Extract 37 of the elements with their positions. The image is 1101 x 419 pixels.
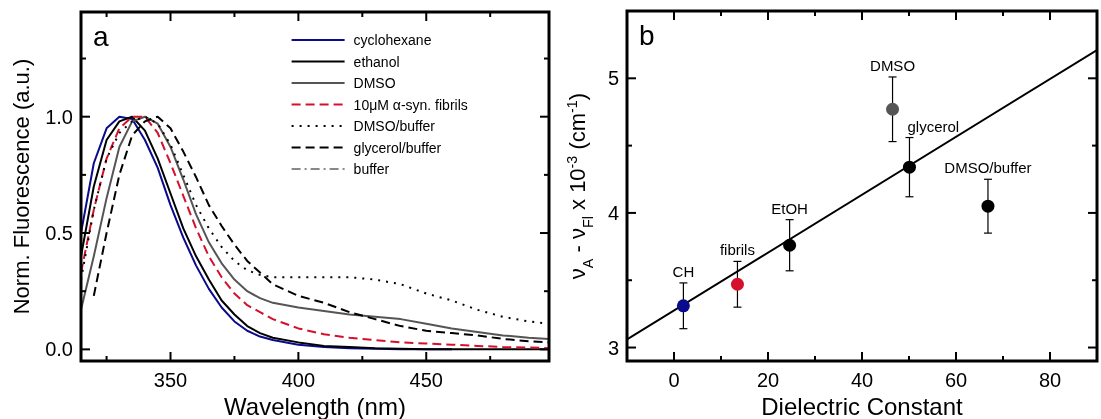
legend-label: 10μM α-syn. fibrils (353, 96, 468, 113)
legend-label: cyclohexane (353, 32, 432, 48)
annotation: DMSO/buffer (944, 159, 1032, 177)
annotation: fibrils (719, 241, 755, 259)
y-tick-label: 3 (607, 336, 619, 359)
annotation: glycerol (907, 117, 960, 135)
legend-label: buffer (353, 161, 390, 177)
x-tick-label: 350 (153, 369, 188, 391)
x-tick-label: 0 (668, 369, 680, 391)
y-tick-label: 1.0 (45, 105, 73, 128)
y-tick-label: 4 (607, 201, 619, 224)
x-tick-label: 400 (281, 369, 316, 391)
legend-label: glycerol/buffer (353, 139, 442, 156)
annotation: CH (672, 262, 695, 280)
legend-label: DMSO (353, 75, 396, 91)
point (676, 299, 690, 313)
y-tick-label: 0.5 (45, 222, 73, 245)
point (981, 199, 995, 213)
x-tick-label: 450 (409, 369, 443, 391)
legend-label: DMSO/buffer (353, 118, 436, 134)
point (730, 277, 744, 291)
x-tick-label: 80 (1038, 369, 1062, 391)
legend-label: ethanol (353, 53, 400, 70)
point (783, 238, 797, 252)
annotation: a (93, 21, 109, 52)
x-tick-label: 20 (756, 369, 780, 391)
annotation: DMSO (870, 56, 916, 74)
point (902, 160, 916, 174)
x-tick-label: 60 (944, 369, 968, 391)
point (886, 102, 900, 116)
x-axis-title: Dielectric Constant (761, 393, 964, 419)
y-tick-label: 5 (607, 67, 619, 90)
annotation: EtOH (771, 199, 808, 217)
y-tick-label: 0.0 (45, 338, 73, 361)
x-tick-label: 40 (850, 369, 874, 391)
annotation: b (639, 20, 655, 51)
y-axis-title: Norm. Fluorescence (a.u.) (9, 58, 34, 315)
